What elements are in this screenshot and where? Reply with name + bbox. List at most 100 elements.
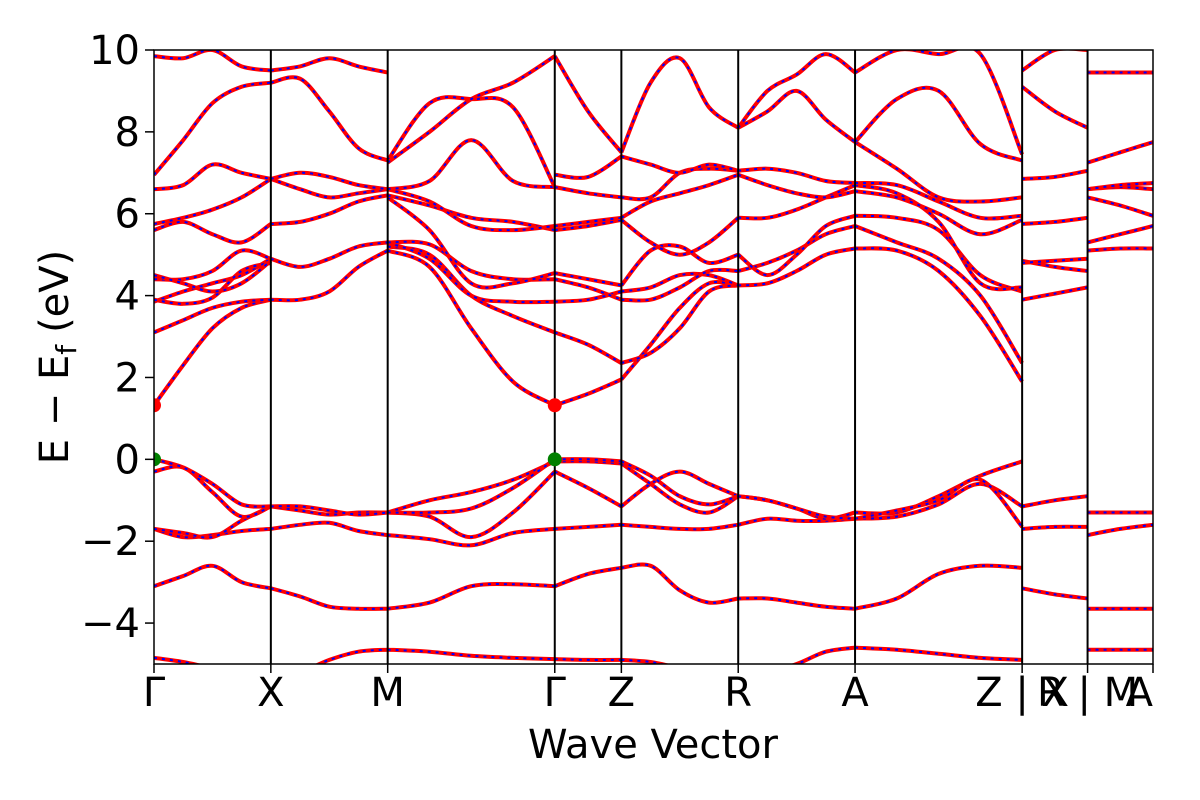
band-line-dashed — [738, 597, 856, 610]
band-line-dashed — [154, 656, 198, 664]
y-axis-ticks: −4 −2 0 2 4 6 8 10 — [81, 28, 154, 647]
band-line-dashed — [621, 268, 739, 302]
band-line-dashed — [1022, 257, 1088, 264]
band-line-dashed — [554, 566, 622, 588]
band-line-dashed — [387, 139, 555, 191]
band-line-solid — [154, 80, 272, 177]
x-tick-label: Z — [608, 670, 635, 716]
band-line-solid — [387, 193, 556, 233]
band-line-solid — [270, 56, 389, 75]
band-line-dashed — [620, 217, 739, 256]
band-line-dashed — [387, 458, 556, 514]
band-line-solid — [1020, 50, 1088, 73]
cbm-marker — [547, 398, 562, 413]
band-line-dashed — [554, 278, 622, 301]
band-line-dashed — [554, 272, 622, 287]
band-line-dashed — [1022, 169, 1088, 180]
band-line-dashed — [554, 658, 622, 661]
band-line-solid — [154, 297, 272, 407]
y-axis-label-main: E − E — [32, 355, 78, 465]
band-line-solid — [737, 224, 856, 273]
band-line-solid — [154, 655, 203, 664]
band-line-dashed — [554, 523, 622, 530]
band-line-solid — [154, 464, 272, 519]
band-line-dashed — [154, 249, 272, 281]
band-line-solid — [154, 563, 272, 591]
band-line-dashed — [554, 186, 622, 199]
band-line-dashed — [738, 247, 856, 287]
band-line-solid — [154, 260, 272, 306]
band-line-solid — [621, 657, 671, 664]
band-line-dashed — [855, 182, 1023, 220]
band-line-dashed — [621, 523, 739, 531]
band-line-solid — [270, 520, 388, 538]
band-line-dashed — [553, 55, 623, 153]
band-line-dashed — [387, 245, 556, 334]
band-line-dashed — [737, 225, 856, 272]
band-line-solid — [154, 177, 272, 226]
band-line-solid — [621, 562, 739, 605]
cbm-marker — [154, 398, 161, 413]
band-line-solid — [154, 162, 272, 192]
band-line-solid — [270, 240, 388, 269]
band-line-dashed — [387, 249, 556, 407]
band-line-dashed — [620, 56, 739, 153]
band-line-dashed — [738, 184, 856, 220]
band-line-dashed — [154, 564, 272, 590]
band-line-dashed — [554, 216, 622, 227]
band-line-dashed — [621, 284, 739, 365]
band-line-dashed — [387, 470, 556, 539]
band-line-dashed — [854, 141, 1023, 203]
band-line-dashed — [387, 196, 556, 289]
band-line-dashed — [620, 470, 739, 508]
band-line-solid — [387, 526, 555, 548]
band-line-solid — [386, 248, 556, 408]
x-tick-label: M — [370, 670, 405, 716]
y-tick-label: −4 — [81, 601, 140, 647]
band-line-dashed — [154, 527, 271, 539]
band-line-dashed — [620, 462, 739, 514]
band-line-dashed — [554, 155, 622, 179]
band-line-solid — [386, 240, 555, 305]
band-line-dashed — [1021, 286, 1088, 301]
band-line-dashed — [154, 163, 272, 191]
x-axis-label: Wave Vector — [528, 722, 779, 768]
x-tick-label: A — [841, 670, 869, 716]
band-line-solid — [854, 183, 1023, 292]
band-line-dashed — [737, 517, 856, 526]
y-axis-label: E − Ef (eV) — [32, 250, 83, 465]
band-line-dashed — [154, 81, 271, 176]
band-line-solid — [620, 154, 739, 175]
band-line-dashed — [1087, 247, 1153, 252]
y-tick-label: 10 — [89, 28, 140, 74]
band-line-dashed — [855, 247, 1023, 383]
band-line-solid — [154, 50, 272, 73]
band-line-solid — [154, 259, 273, 294]
band-line-dashed — [621, 563, 739, 604]
band-line-solid — [790, 645, 856, 664]
band-line-solid — [620, 459, 739, 507]
band-line-dashed — [1087, 182, 1153, 191]
band-line-solid — [620, 216, 740, 257]
band-line-solid — [855, 213, 1023, 294]
band-line-solid — [854, 645, 1023, 662]
band-line-solid — [554, 377, 623, 408]
y-axis-label-subscript: f — [50, 344, 83, 355]
band-line-solid — [270, 586, 388, 611]
band-line-dashed — [738, 167, 856, 184]
band-line-solid — [387, 187, 556, 233]
band-line-dashed — [1022, 216, 1088, 225]
band-line-solid — [738, 183, 856, 221]
band-line-solid — [270, 193, 389, 226]
band-line-solid — [554, 565, 622, 589]
x-tick-label: R — [724, 670, 752, 716]
band-line-dashed — [270, 76, 389, 162]
band-line-solid — [314, 647, 388, 664]
band-line-dashed — [554, 218, 622, 232]
band-line-dashed — [270, 521, 388, 537]
y-tick-label: 4 — [115, 274, 140, 320]
band-line-dashed — [1087, 225, 1153, 244]
band-line-dashed — [854, 478, 1023, 528]
